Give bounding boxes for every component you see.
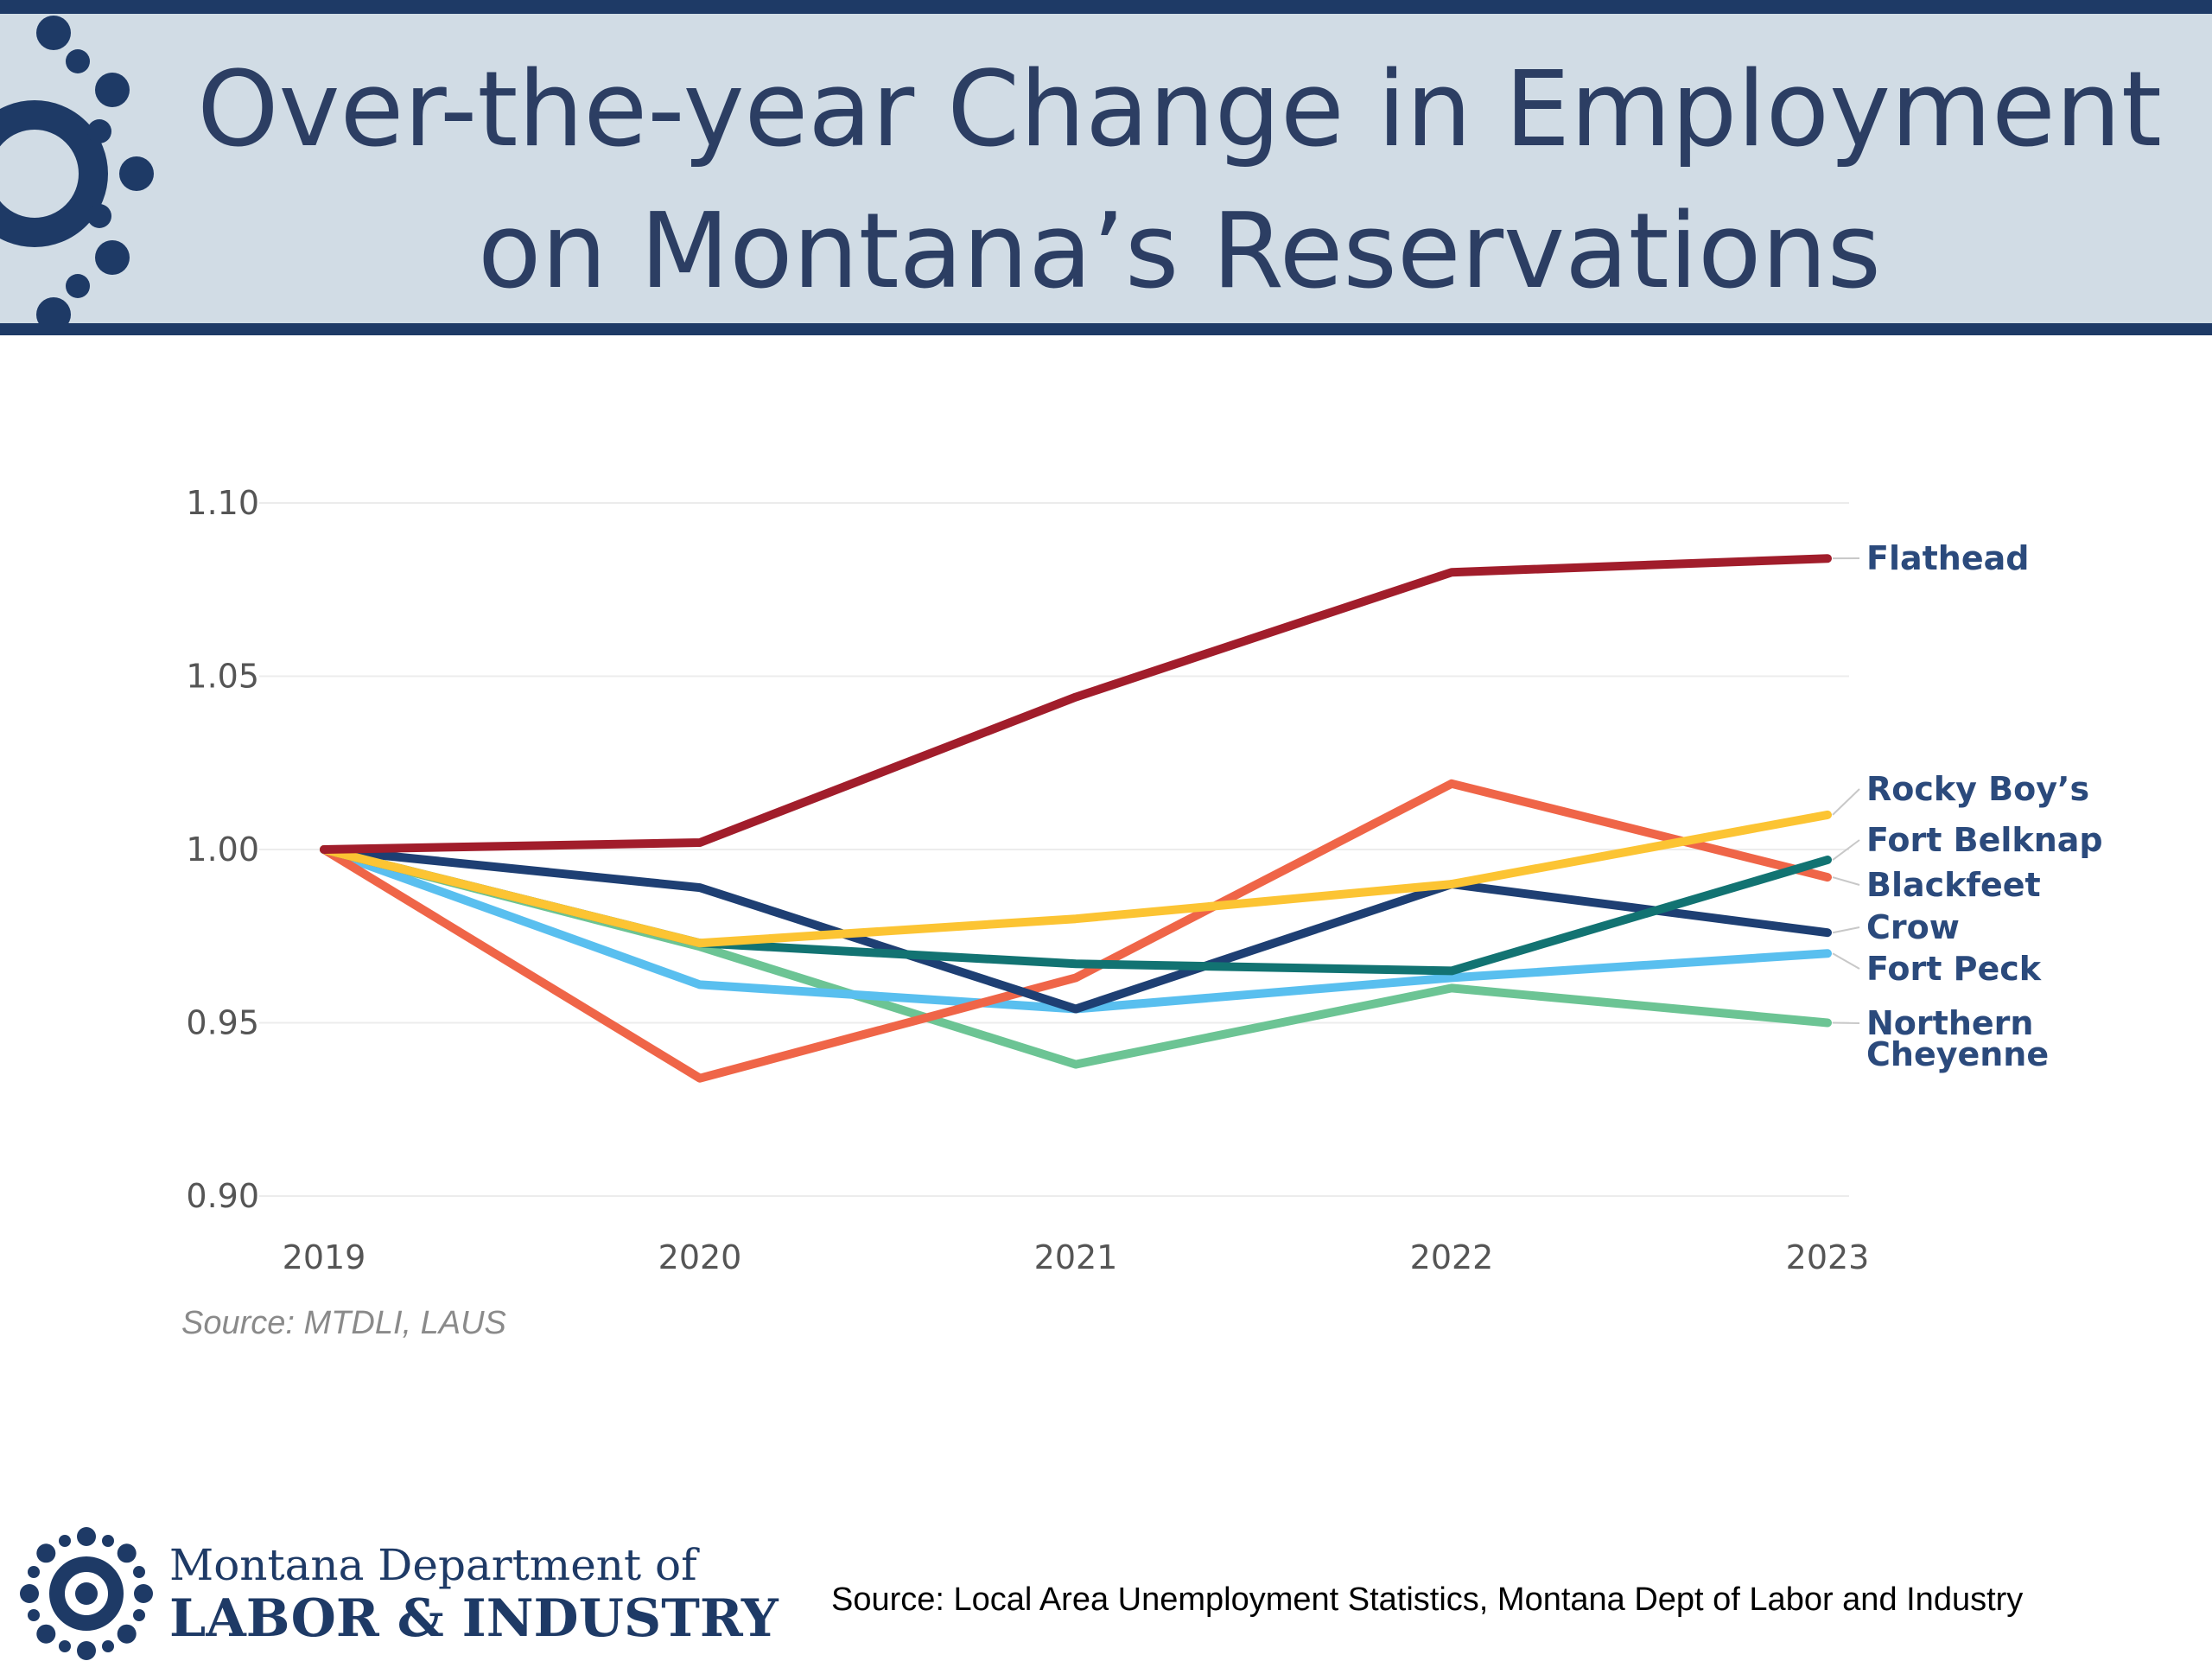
series-lines [324,558,1827,1078]
series-label: Flathead [1866,539,2029,577]
x-tick-label: 2022 [1410,1238,1494,1276]
label-leader-line [1833,877,1859,885]
y-tick-label: 1.05 [186,658,259,696]
x-axis-ticks: 2019 2020 2021 2022 2023 [283,1238,1870,1276]
series-label: Fort Peck [1866,950,2042,988]
series-line [324,850,1827,1065]
chart-source-note: Source: MTDLI, LAUS [181,1305,506,1342]
y-tick-label: 0.90 [186,1177,259,1215]
label-leader-line [1833,953,1859,969]
y-tick-label: 0.95 [186,1004,259,1042]
footer-source-note: Source: Local Area Unemployment Statisti… [831,1581,2023,1619]
org-name-line-2: LABOR & INDUSTRY [169,1588,779,1649]
series-labels: Flathead Rocky Boy’s Fort Belknap Blackfeet… [1833,539,2103,1073]
x-tick-label: 2020 [658,1238,742,1276]
x-tick-label: 2023 [1786,1238,1870,1276]
series-label: Rocky Boy’s [1866,770,2089,808]
y-tick-label: 1.10 [186,484,259,522]
x-tick-label: 2019 [283,1238,366,1276]
series-label: Fort Belknap [1866,821,2103,859]
series-label: Crow [1866,908,1960,946]
label-leader-line [1833,789,1859,815]
y-tick-label: 1.00 [186,830,259,869]
x-tick-label: 2021 [1034,1238,1118,1276]
label-leader-line [1833,1023,1859,1024]
department-logo-icon [19,1526,154,1661]
y-axis-ticks: 0.90 0.95 1.00 1.05 1.10 [186,484,259,1215]
series-line [324,558,1827,850]
series-label: Blackfeet [1866,866,2041,904]
org-name-line-1: Montana Department of [169,1540,697,1590]
label-leader-line [1833,927,1859,932]
